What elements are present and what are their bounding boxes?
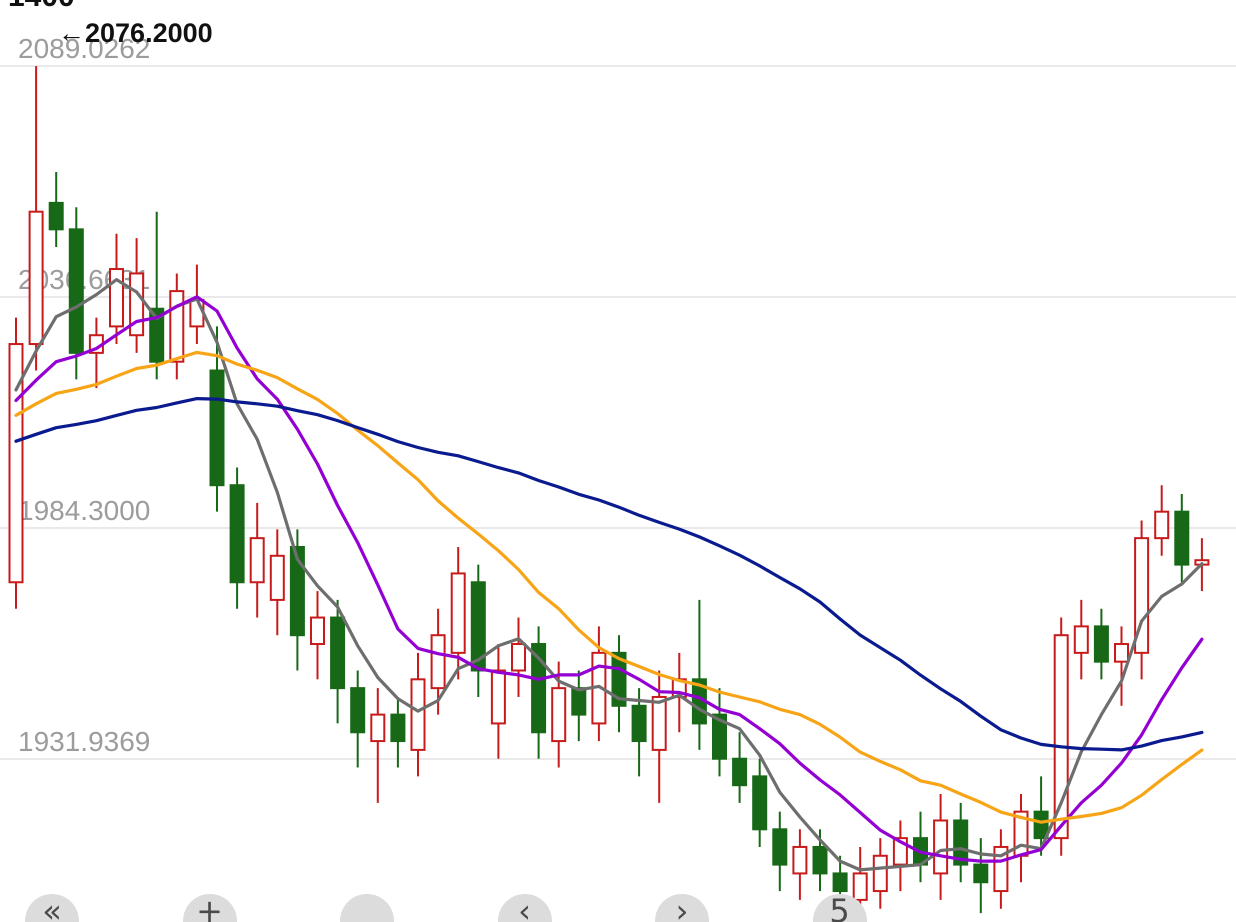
candle-bullish <box>490 669 506 725</box>
candle-bullish <box>450 572 466 654</box>
candle-bearish <box>631 704 647 743</box>
candle-bullish <box>1154 510 1170 540</box>
candle-bearish <box>712 713 727 760</box>
candle-bearish <box>832 872 848 893</box>
chevron-left-icon: ‹ <box>518 892 531 922</box>
candle-bearish <box>571 687 587 716</box>
candle-bearish <box>330 616 346 690</box>
candle-bullish <box>993 845 1009 893</box>
candle-bearish <box>953 819 969 866</box>
candle-bullish <box>1053 634 1069 840</box>
candle-bullish <box>109 268 124 328</box>
candle-bearish <box>732 757 748 787</box>
candle-bearish <box>1093 625 1109 663</box>
chevrons-left-icon: « <box>42 892 62 922</box>
candle-bullish <box>792 845 808 875</box>
candle-bullish <box>269 554 285 601</box>
candle-bearish <box>752 775 768 831</box>
candle-bearish <box>68 228 84 354</box>
candle-bullish <box>249 537 265 584</box>
candle-bullish <box>310 616 325 646</box>
candle-bullish <box>370 713 386 743</box>
candle-bearish <box>1033 810 1049 840</box>
candle-bullish <box>189 298 205 328</box>
candle-bearish <box>209 369 225 487</box>
y-axis-label: 1984.3000 <box>18 495 150 526</box>
ma-line-MA20 <box>14 350 1204 824</box>
candle-bullish <box>511 643 526 672</box>
plus-icon: + <box>196 892 223 922</box>
candle-bearish <box>772 828 788 866</box>
candle-bullish <box>651 695 667 751</box>
candle-bearish <box>812 845 828 875</box>
candle-bullish <box>872 854 888 893</box>
chevron-right-icon: › <box>675 892 689 922</box>
candle-bearish <box>973 863 989 884</box>
candle-bearish <box>390 713 406 743</box>
candle-bullish <box>8 343 24 584</box>
candle-bearish <box>48 201 64 231</box>
candle-bullish <box>169 290 185 363</box>
ma-line-MA10 <box>14 295 1204 863</box>
y-axis-label: 1931.9369 <box>18 726 150 757</box>
candle-bearish <box>289 545 305 637</box>
candle-bearish <box>149 307 165 363</box>
y-axis-label: 2089.0262 <box>18 33 150 64</box>
candle-bullish <box>430 634 446 690</box>
candle-bullish <box>410 678 426 751</box>
digit-5-icon: 5 <box>829 892 850 922</box>
candle-bullish <box>1134 537 1150 654</box>
candle-bearish <box>1174 510 1190 566</box>
candle-bearish <box>611 651 627 707</box>
ma-line-MA40 <box>14 397 1204 752</box>
candle-bullish <box>551 687 567 743</box>
candle-bullish <box>1114 643 1129 663</box>
candle-bearish <box>470 581 486 672</box>
candle-bearish <box>229 484 245 584</box>
step-back-button[interactable]: ‹ <box>497 892 552 922</box>
candle-bullish <box>933 819 949 875</box>
candle-bullish <box>852 872 868 901</box>
partial-price-label: 1400 <box>8 0 75 14</box>
candle-bearish <box>531 643 547 734</box>
candle-bearish <box>350 687 366 734</box>
candle-bullish <box>28 210 44 346</box>
candle-bullish <box>1073 625 1089 654</box>
ma-line-MA5 <box>14 278 1204 872</box>
price-marker-label: ←2076.2000 <box>58 18 213 48</box>
